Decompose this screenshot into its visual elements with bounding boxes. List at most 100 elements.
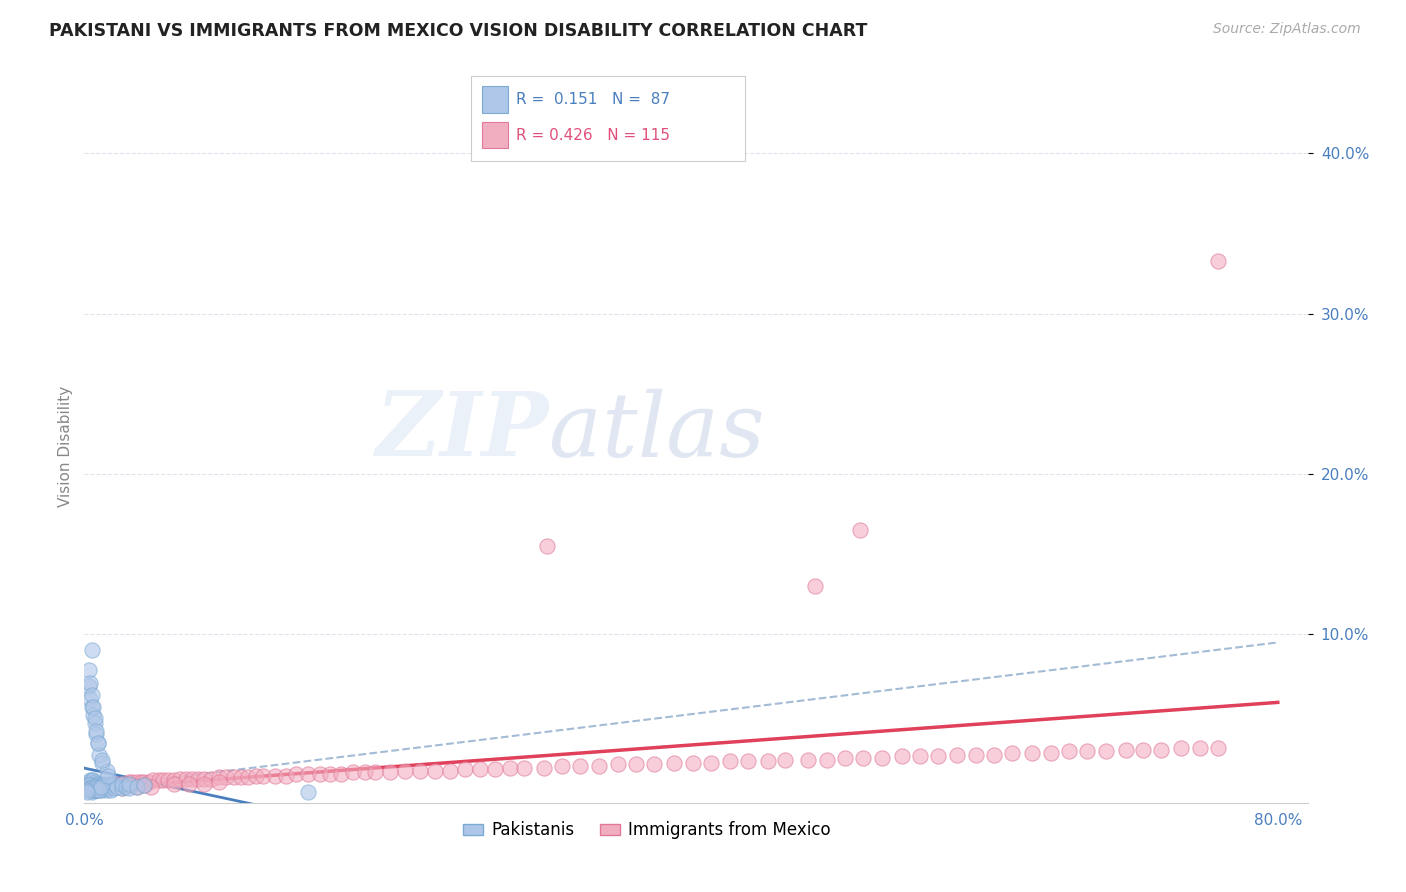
Point	[207, 770, 229, 784]
Point	[77, 679, 100, 693]
Point	[439, 764, 461, 778]
Point	[77, 663, 100, 677]
Point	[82, 773, 104, 788]
Point	[82, 783, 104, 797]
Point	[93, 776, 115, 790]
Point	[83, 775, 105, 789]
Point	[93, 781, 115, 796]
Point	[264, 768, 287, 782]
Point	[93, 778, 115, 792]
Point	[1206, 253, 1229, 268]
Point	[91, 756, 114, 770]
Point	[156, 773, 179, 788]
Point	[319, 767, 342, 781]
Point	[96, 783, 118, 797]
Point	[82, 780, 104, 794]
Point	[187, 772, 209, 786]
Point	[908, 749, 931, 764]
Point	[353, 765, 375, 780]
Point	[84, 780, 107, 794]
Point	[342, 765, 364, 780]
Point	[700, 756, 723, 770]
Point	[77, 783, 100, 797]
Point	[79, 776, 101, 790]
Point	[309, 767, 332, 781]
Point	[215, 770, 238, 784]
Point	[79, 691, 101, 706]
Point	[132, 778, 155, 792]
Point	[97, 778, 120, 792]
Point	[87, 781, 110, 796]
Point	[180, 772, 202, 786]
Point	[83, 783, 105, 797]
Point	[83, 780, 105, 794]
Point	[297, 784, 319, 798]
Point	[83, 778, 105, 792]
Point	[82, 699, 104, 714]
Point	[797, 752, 820, 766]
Point	[965, 747, 987, 762]
Point	[245, 768, 267, 782]
Point	[513, 760, 536, 774]
Point	[626, 757, 648, 772]
Point	[125, 780, 148, 794]
Point	[80, 643, 103, 657]
Point	[97, 776, 120, 790]
Point	[111, 781, 134, 796]
Point	[80, 699, 103, 714]
Point	[229, 770, 252, 784]
Point	[96, 781, 118, 796]
Point	[983, 747, 1005, 762]
Point	[80, 689, 103, 703]
Point	[79, 783, 101, 797]
Point	[79, 675, 101, 690]
Point	[238, 770, 260, 784]
Point	[103, 776, 125, 790]
Point	[662, 756, 685, 770]
Point	[103, 781, 125, 796]
Point	[129, 775, 152, 789]
Point	[80, 776, 103, 790]
Point	[815, 752, 838, 766]
Point	[682, 756, 704, 770]
Point	[118, 776, 141, 790]
Point	[77, 780, 100, 794]
Point	[91, 780, 114, 794]
Point	[87, 778, 110, 792]
Point	[75, 783, 97, 797]
Legend: Pakistanis, Immigrants from Mexico: Pakistanis, Immigrants from Mexico	[457, 814, 838, 846]
Point	[380, 765, 402, 780]
Point	[83, 781, 105, 796]
Point	[1095, 744, 1118, 758]
Point	[82, 776, 104, 790]
Text: R = 0.426   N = 115: R = 0.426 N = 115	[516, 128, 671, 143]
Point	[94, 778, 117, 792]
Point	[76, 784, 98, 798]
Point	[111, 776, 134, 790]
Point	[87, 781, 110, 796]
Point	[1021, 746, 1043, 760]
Point	[89, 783, 111, 797]
Point	[274, 768, 297, 782]
Point	[364, 765, 387, 780]
Point	[79, 783, 101, 797]
Point	[946, 747, 969, 762]
Point	[125, 780, 148, 794]
Point	[84, 776, 107, 790]
Text: Source: ZipAtlas.com: Source: ZipAtlas.com	[1213, 22, 1361, 37]
Point	[1001, 746, 1024, 760]
Point	[138, 775, 160, 789]
Point	[115, 780, 138, 794]
Point	[111, 776, 134, 790]
Point	[484, 762, 506, 776]
Point	[83, 783, 105, 797]
Text: atlas: atlas	[550, 388, 765, 475]
Point	[80, 784, 103, 798]
Point	[100, 776, 122, 790]
Point	[105, 780, 128, 794]
Point	[118, 781, 141, 796]
Point	[96, 778, 118, 792]
Point	[1170, 741, 1192, 756]
Point	[91, 752, 114, 766]
Point	[1057, 744, 1080, 758]
